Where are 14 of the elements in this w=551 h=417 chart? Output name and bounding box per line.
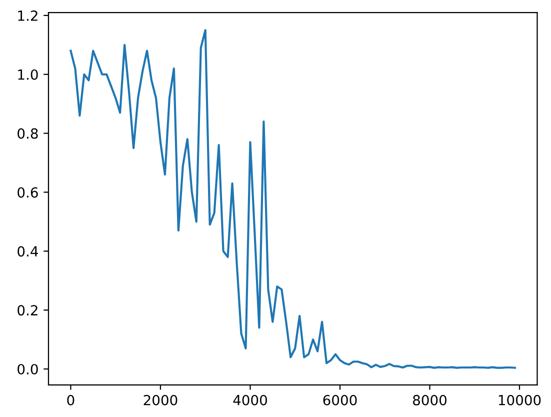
y-tick-label: 0.4 xyxy=(18,246,38,257)
y-tick-label: 0.2 xyxy=(18,305,38,316)
x-tick-label: 8000 xyxy=(413,394,446,406)
y-tick-label: 0.6 xyxy=(18,187,38,198)
y-tick-label: 1.2 xyxy=(18,10,38,21)
y-tick-label: 1.0 xyxy=(18,69,38,80)
x-tick-label: 2000 xyxy=(144,394,178,406)
line-series xyxy=(70,29,516,369)
y-tick-label: 0.0 xyxy=(18,364,38,374)
y-tick-label: 0.8 xyxy=(18,128,38,139)
x-tick-label: 0 xyxy=(67,394,74,406)
x-tick-label: 4000 xyxy=(233,394,267,406)
x-tick-label: 6000 xyxy=(323,394,357,406)
x-tick-label: 10000 xyxy=(498,394,541,406)
